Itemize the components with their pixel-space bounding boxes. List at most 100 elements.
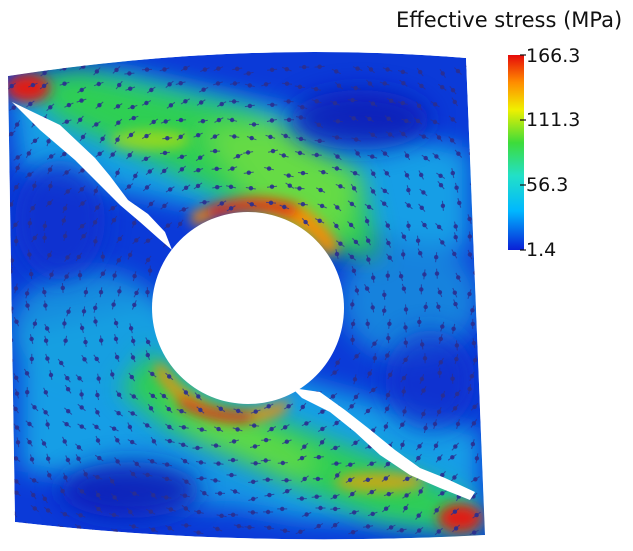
vector-arrow-head — [63, 206, 67, 210]
vector-arrow-head — [419, 489, 423, 493]
vector-arrow-head — [371, 388, 375, 392]
vector-arrow-head — [33, 236, 37, 240]
vector-arrow-head — [334, 461, 338, 465]
vector-arrow-head — [440, 240, 444, 244]
vector-arrow-head — [94, 531, 98, 535]
vector-arrow — [11, 356, 12, 366]
vector-arrow-head — [368, 81, 372, 85]
vector-arrow-head — [417, 444, 421, 448]
vector-arrow-head — [401, 70, 405, 74]
vector-arrow-head — [231, 513, 235, 517]
vector-arrow-head — [420, 377, 424, 381]
vector-arrow-head — [419, 173, 423, 177]
vector-arrow-head — [454, 224, 458, 228]
vector-arrow-head — [169, 507, 173, 511]
vector-arrow-head — [184, 523, 188, 527]
vector-arrow-head — [317, 455, 321, 459]
vector-arrow-head — [320, 427, 324, 431]
vector-arrow-head — [355, 151, 359, 155]
vector-arrow-head — [42, 84, 46, 88]
vector-arrow-head — [220, 102, 224, 106]
vector-arrow-head — [267, 493, 271, 497]
vector-arrow-head — [167, 374, 171, 378]
vector-arrow-head — [417, 104, 421, 108]
vector-arrow-head — [304, 512, 308, 516]
vector-arrow-head — [419, 287, 423, 291]
vector-arrow-head — [28, 102, 32, 106]
vector-arrow-head — [184, 506, 188, 510]
vector-arrow-head — [350, 338, 354, 342]
vector-arrow-head — [400, 423, 404, 427]
vector-arrow-head — [28, 221, 32, 225]
vector-arrow-head — [149, 510, 153, 514]
vector-arrow-head — [8, 269, 12, 273]
vector-arrow — [10, 335, 11, 345]
vector-arrow-head — [132, 394, 136, 398]
vector-arrow-head — [110, 372, 114, 376]
vector-arrow-head — [287, 173, 291, 177]
vector-arrow-head — [78, 273, 82, 277]
vector-arrow-head — [232, 134, 236, 138]
vector-arrow-head — [81, 234, 85, 238]
vector-arrow-head — [44, 390, 48, 394]
vector-arrow-head — [268, 135, 272, 139]
vector-arrow-head — [97, 456, 101, 460]
vector-arrow-head — [437, 135, 441, 139]
vector-arrow-head — [467, 217, 471, 221]
vector-arrow-head — [199, 460, 203, 464]
vector-arrow-head — [63, 512, 67, 516]
vector-arrow-head — [61, 286, 65, 290]
vector-arrow-head — [9, 202, 13, 206]
vector-arrow-head — [437, 410, 441, 414]
vector-arrow-head — [165, 462, 169, 466]
vector-arrow-head — [100, 137, 104, 141]
vector-arrow-head — [371, 512, 375, 516]
vector-arrow-head — [203, 67, 207, 71]
vector-arrow-head — [214, 443, 218, 447]
vector-arrow-head — [317, 123, 321, 127]
vector-arrow-head — [16, 155, 20, 159]
vector-arrow-head — [335, 361, 339, 365]
vector-arrow-head — [285, 67, 289, 71]
vector-arrow-head — [472, 200, 476, 204]
vector-arrow-head — [419, 84, 423, 88]
vector-arrow-head — [43, 410, 47, 414]
vector-arrow-head — [283, 425, 287, 429]
vector-arrow-head — [14, 286, 18, 290]
vector-arrow-head — [202, 200, 206, 204]
vector-arrow-head — [440, 491, 444, 495]
vector-arrow-head — [9, 306, 13, 310]
vector-arrow-head — [33, 322, 37, 326]
vector-arrow-head — [101, 272, 105, 276]
vector-arrow-head — [94, 425, 98, 429]
vector-arrow-head — [64, 170, 68, 174]
vector-arrow-head — [334, 69, 338, 73]
vector-arrow-head — [267, 166, 271, 170]
vector-arrow-head — [333, 523, 337, 527]
vector-arrow-head — [402, 287, 406, 291]
vector-arrow-head — [10, 84, 14, 88]
vector-arrow-head — [439, 183, 443, 187]
vector-arrow-head — [179, 118, 183, 122]
vector-arrow-head — [111, 206, 115, 210]
vector-arrow-head — [128, 87, 132, 91]
vector-arrow-head — [84, 290, 88, 294]
vector-arrow-head — [94, 189, 98, 193]
vector-arrow-head — [369, 67, 373, 71]
vector-arrow-head — [111, 152, 115, 156]
vector-arrow-head — [232, 439, 236, 443]
vector-arrow-head — [179, 81, 183, 85]
vector-arrow-head — [63, 475, 67, 479]
vector-arrow-head — [32, 184, 36, 188]
vector-arrow-head — [164, 119, 168, 123]
vector-arrow-head — [62, 66, 66, 70]
vector-arrow-head — [63, 234, 67, 238]
vector-arrow-head — [264, 458, 268, 462]
vector-arrow-head — [182, 425, 186, 429]
vector-arrow-head — [80, 424, 84, 428]
vector-arrow-head — [401, 132, 405, 136]
vector-arrow-head — [48, 168, 52, 172]
vector-arrow-head — [14, 479, 18, 483]
